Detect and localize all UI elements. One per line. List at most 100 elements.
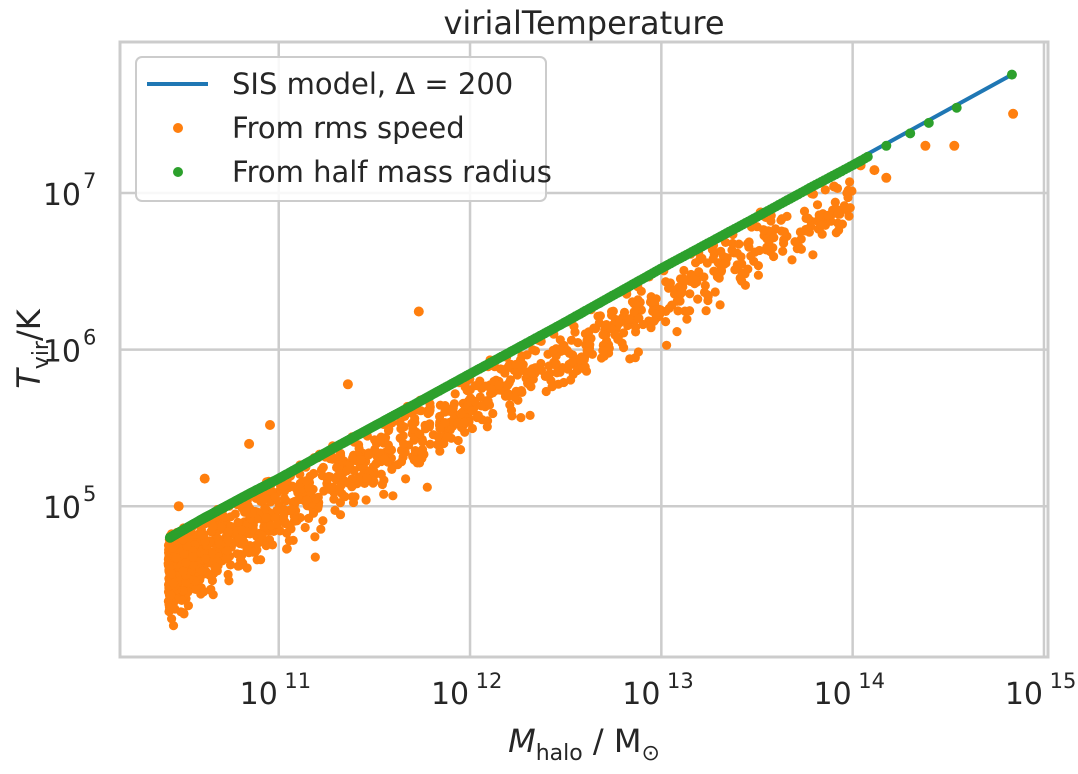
rms-point	[636, 286, 646, 296]
rms-point	[371, 459, 381, 469]
rms-point	[310, 532, 320, 542]
rms-point	[224, 576, 234, 586]
rms-point	[302, 495, 312, 505]
rms-point	[829, 181, 840, 192]
rms-point	[716, 246, 726, 256]
rms-point	[746, 251, 756, 261]
rms-point	[475, 392, 485, 402]
rms-point	[536, 358, 546, 369]
rms-point	[476, 401, 486, 411]
rms-point	[435, 423, 445, 434]
rms-point	[715, 300, 725, 310]
rms-point	[379, 454, 390, 464]
rms-point	[530, 346, 541, 356]
rms-point	[541, 386, 551, 397]
rms-point	[167, 543, 178, 553]
chart-title: virialTemperature	[443, 4, 724, 42]
rms-point	[633, 347, 644, 357]
rms-point	[317, 471, 327, 481]
rms-point	[522, 350, 532, 360]
rms-point	[619, 343, 629, 353]
rms-point	[548, 345, 558, 355]
legend-swatch-halfmass	[173, 167, 183, 177]
legend-box	[135, 56, 547, 202]
rms-point	[545, 368, 555, 378]
rms-point	[662, 340, 672, 350]
rms-point	[275, 526, 285, 536]
rms-point	[456, 408, 466, 419]
x-label-sub: halo	[536, 741, 583, 766]
rms-point	[770, 224, 781, 234]
rms-point	[473, 410, 483, 421]
rms-point	[418, 437, 428, 447]
rms-point	[237, 525, 247, 535]
rms-point	[736, 252, 746, 262]
rms-point	[179, 549, 189, 559]
rms-point	[579, 355, 589, 365]
rms-point	[700, 280, 710, 291]
rms-point	[361, 495, 371, 505]
rms-point	[682, 314, 692, 324]
x-tick-exponent: 11	[284, 669, 311, 693]
rms-point	[178, 566, 188, 576]
rms-point	[778, 246, 788, 256]
rms-point	[589, 323, 599, 333]
rms-point	[516, 413, 526, 423]
y-axis-label: Tvir/K	[10, 308, 54, 389]
rms-point	[318, 516, 328, 526]
y-tick-exponent: 5	[83, 482, 96, 506]
rms-point	[440, 401, 450, 411]
rms-point	[459, 417, 469, 428]
rms-point	[595, 311, 606, 321]
rms-point	[453, 435, 463, 446]
rms-point	[920, 140, 931, 151]
x-tick-label: 10	[240, 677, 278, 712]
x-label-units-sub: ⊙	[641, 741, 659, 766]
rms-point	[167, 614, 177, 624]
halfmass-point	[881, 140, 892, 151]
rms-point	[332, 462, 342, 473]
rms-point	[173, 501, 184, 512]
rms-point	[282, 544, 292, 554]
rms-point	[267, 540, 278, 550]
rms-point	[342, 466, 352, 476]
rms-point	[197, 566, 207, 576]
rms-point	[779, 227, 790, 237]
rms-point	[830, 197, 840, 207]
rms-point	[737, 259, 747, 269]
rms-point	[340, 492, 350, 502]
rms-point	[766, 216, 776, 226]
rms-point	[425, 419, 435, 429]
rms-point	[507, 411, 517, 421]
rms-point	[442, 432, 452, 442]
rms-point	[354, 443, 364, 454]
rms-point	[949, 140, 960, 151]
rms-point	[325, 484, 335, 494]
rms-point	[170, 604, 180, 614]
rms-point	[651, 309, 661, 319]
rms-point	[494, 380, 504, 390]
x-tick-label: 10	[622, 677, 660, 712]
rms-point	[686, 269, 696, 280]
rms-point	[624, 314, 634, 324]
rms-point	[226, 512, 236, 522]
rms-point	[649, 316, 659, 326]
rms-point	[225, 560, 236, 570]
rms-point	[409, 455, 419, 465]
x-axis-label: Mhalo / M⊙	[508, 722, 660, 766]
rms-point	[844, 211, 854, 221]
rms-point	[504, 391, 514, 401]
rms-point	[222, 546, 232, 556]
rms-point	[223, 527, 234, 537]
rms-point	[544, 361, 554, 371]
rms-point	[266, 521, 276, 531]
rms-point	[347, 482, 357, 492]
rms-point	[356, 455, 366, 465]
rms-point	[221, 553, 231, 564]
rms-point	[308, 508, 319, 518]
y-tick-exponent: 6	[83, 326, 96, 350]
rms-point	[710, 287, 720, 297]
rms-point	[580, 362, 590, 372]
rms-point	[631, 322, 641, 332]
